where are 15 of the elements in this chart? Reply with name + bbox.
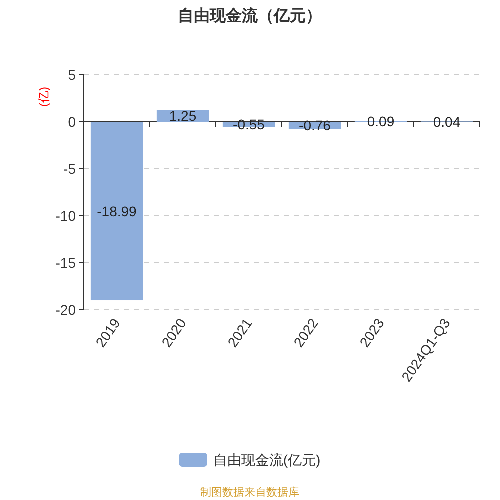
y-tick-label: 0 (68, 114, 76, 130)
data-label: -18.99 (97, 203, 138, 220)
y-axis-title: (亿) (37, 87, 51, 107)
data-label: -0.76 (299, 118, 332, 134)
y-tick-label: -15 (56, 255, 76, 271)
legend-label: 自由现金流(亿元) (213, 452, 321, 468)
bar (90, 122, 144, 301)
data-label: 1.25 (169, 108, 197, 124)
y-tick-label: -20 (56, 302, 76, 318)
y-tick-label: -5 (64, 161, 76, 177)
text: 制图数据来自数据库 (200, 486, 300, 499)
chart-title: 自由现金流（亿元） (178, 6, 322, 25)
y-tick-label: 5 (68, 67, 76, 83)
legend: 自由现金流(亿元) (179, 452, 321, 468)
y-tick-label: -10 (56, 208, 76, 224)
